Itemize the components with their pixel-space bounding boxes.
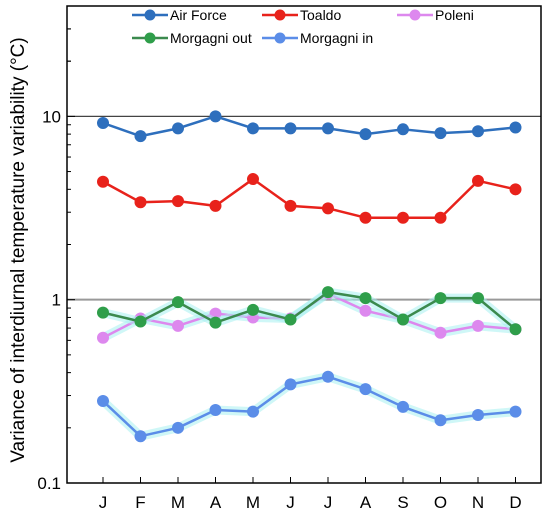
data-point [134, 315, 147, 328]
legend: Air Force Toaldo Poleni Morgagni out Morgagn… [132, 7, 474, 46]
x-tick-label: N [472, 493, 484, 512]
data-point [397, 313, 409, 326]
data-point [434, 211, 447, 224]
legend-swatch-marker [144, 9, 156, 21]
series-morgagni-in [97, 370, 522, 443]
data-point [97, 117, 109, 130]
data-point [509, 121, 522, 134]
x-tick-label: F [135, 493, 145, 512]
data-point [209, 199, 222, 212]
data-point [209, 404, 222, 417]
data-point [284, 378, 297, 391]
data-point [97, 331, 109, 344]
data-point [247, 173, 259, 186]
y-tick-label: 0.1 [37, 474, 61, 493]
legend-swatch-marker [144, 32, 156, 44]
data-point [172, 421, 184, 434]
data-point [134, 130, 147, 143]
y-axis: 0.1 1 10 [37, 5, 75, 493]
data-point [322, 286, 334, 299]
data-point [134, 430, 147, 443]
data-point [209, 316, 222, 329]
data-point [434, 127, 447, 140]
data-point [434, 326, 447, 339]
data-point [247, 303, 259, 316]
data-point [434, 414, 447, 427]
data-point [359, 304, 372, 317]
series-morgagni-out [97, 286, 522, 336]
x-tick-label: M [171, 493, 185, 512]
data-point [134, 196, 147, 209]
data-point [97, 395, 109, 408]
y-axis-label: Variance of interdiurnal temperature var… [8, 37, 29, 462]
series-line [102, 177, 516, 219]
x-tick-label: D [509, 493, 521, 512]
data-point [509, 405, 522, 418]
series-air-force [97, 110, 522, 143]
series-line [102, 290, 517, 331]
y-tick-label: 10 [42, 107, 61, 126]
data-point [359, 211, 372, 224]
data-point [472, 292, 484, 305]
series-line [102, 115, 516, 138]
x-tick-label: S [397, 493, 408, 512]
data-point [322, 202, 334, 215]
legend-label: Morgagni out [170, 30, 252, 46]
data-point [97, 306, 109, 319]
legend-label: Morgagni in [300, 30, 373, 46]
data-point [172, 122, 184, 135]
data-point [397, 123, 409, 136]
legend-swatch-marker [409, 9, 421, 21]
data-point [472, 174, 484, 187]
data-point [322, 370, 334, 383]
legend-item: Air Force [132, 7, 227, 23]
data-point [284, 313, 297, 326]
data-point [509, 183, 522, 196]
legend-item: Poleni [397, 7, 474, 23]
data-point [359, 128, 372, 141]
data-point [359, 292, 372, 305]
series-layer [97, 110, 522, 443]
x-tick-label: A [360, 493, 372, 512]
data-point [172, 319, 184, 332]
series-line [102, 375, 516, 438]
data-point [472, 125, 484, 138]
x-tick-label: J [324, 493, 333, 512]
legend-item: Morgagni out [132, 30, 252, 46]
data-point [247, 122, 259, 135]
legend-swatch-marker [274, 32, 286, 44]
data-point [322, 122, 334, 135]
data-point [172, 296, 184, 309]
legend-item: Toaldo [262, 7, 341, 23]
legend-label: Toaldo [300, 7, 341, 23]
y-tick-label: 1 [52, 291, 61, 310]
x-tick-label: M [246, 493, 260, 512]
data-point [359, 383, 372, 396]
legend-label: Air Force [170, 7, 227, 23]
data-point [434, 292, 447, 305]
x-tick-label: J [286, 493, 295, 512]
legend-label: Poleni [435, 7, 474, 23]
data-point [247, 405, 259, 418]
data-point [209, 110, 222, 123]
data-point [509, 323, 522, 336]
x-tick-label: A [210, 493, 222, 512]
data-point [397, 400, 409, 413]
data-point [97, 175, 109, 188]
x-tick-label: O [434, 493, 447, 512]
legend-item: Morgagni in [262, 30, 373, 46]
data-point [172, 195, 184, 208]
data-point [284, 199, 297, 212]
data-point [284, 122, 297, 135]
data-point [397, 211, 409, 224]
series-toaldo [97, 173, 522, 224]
legend-swatch-marker [274, 9, 286, 21]
x-tick-label: J [99, 493, 108, 512]
data-point [472, 319, 484, 332]
data-point [472, 408, 484, 421]
